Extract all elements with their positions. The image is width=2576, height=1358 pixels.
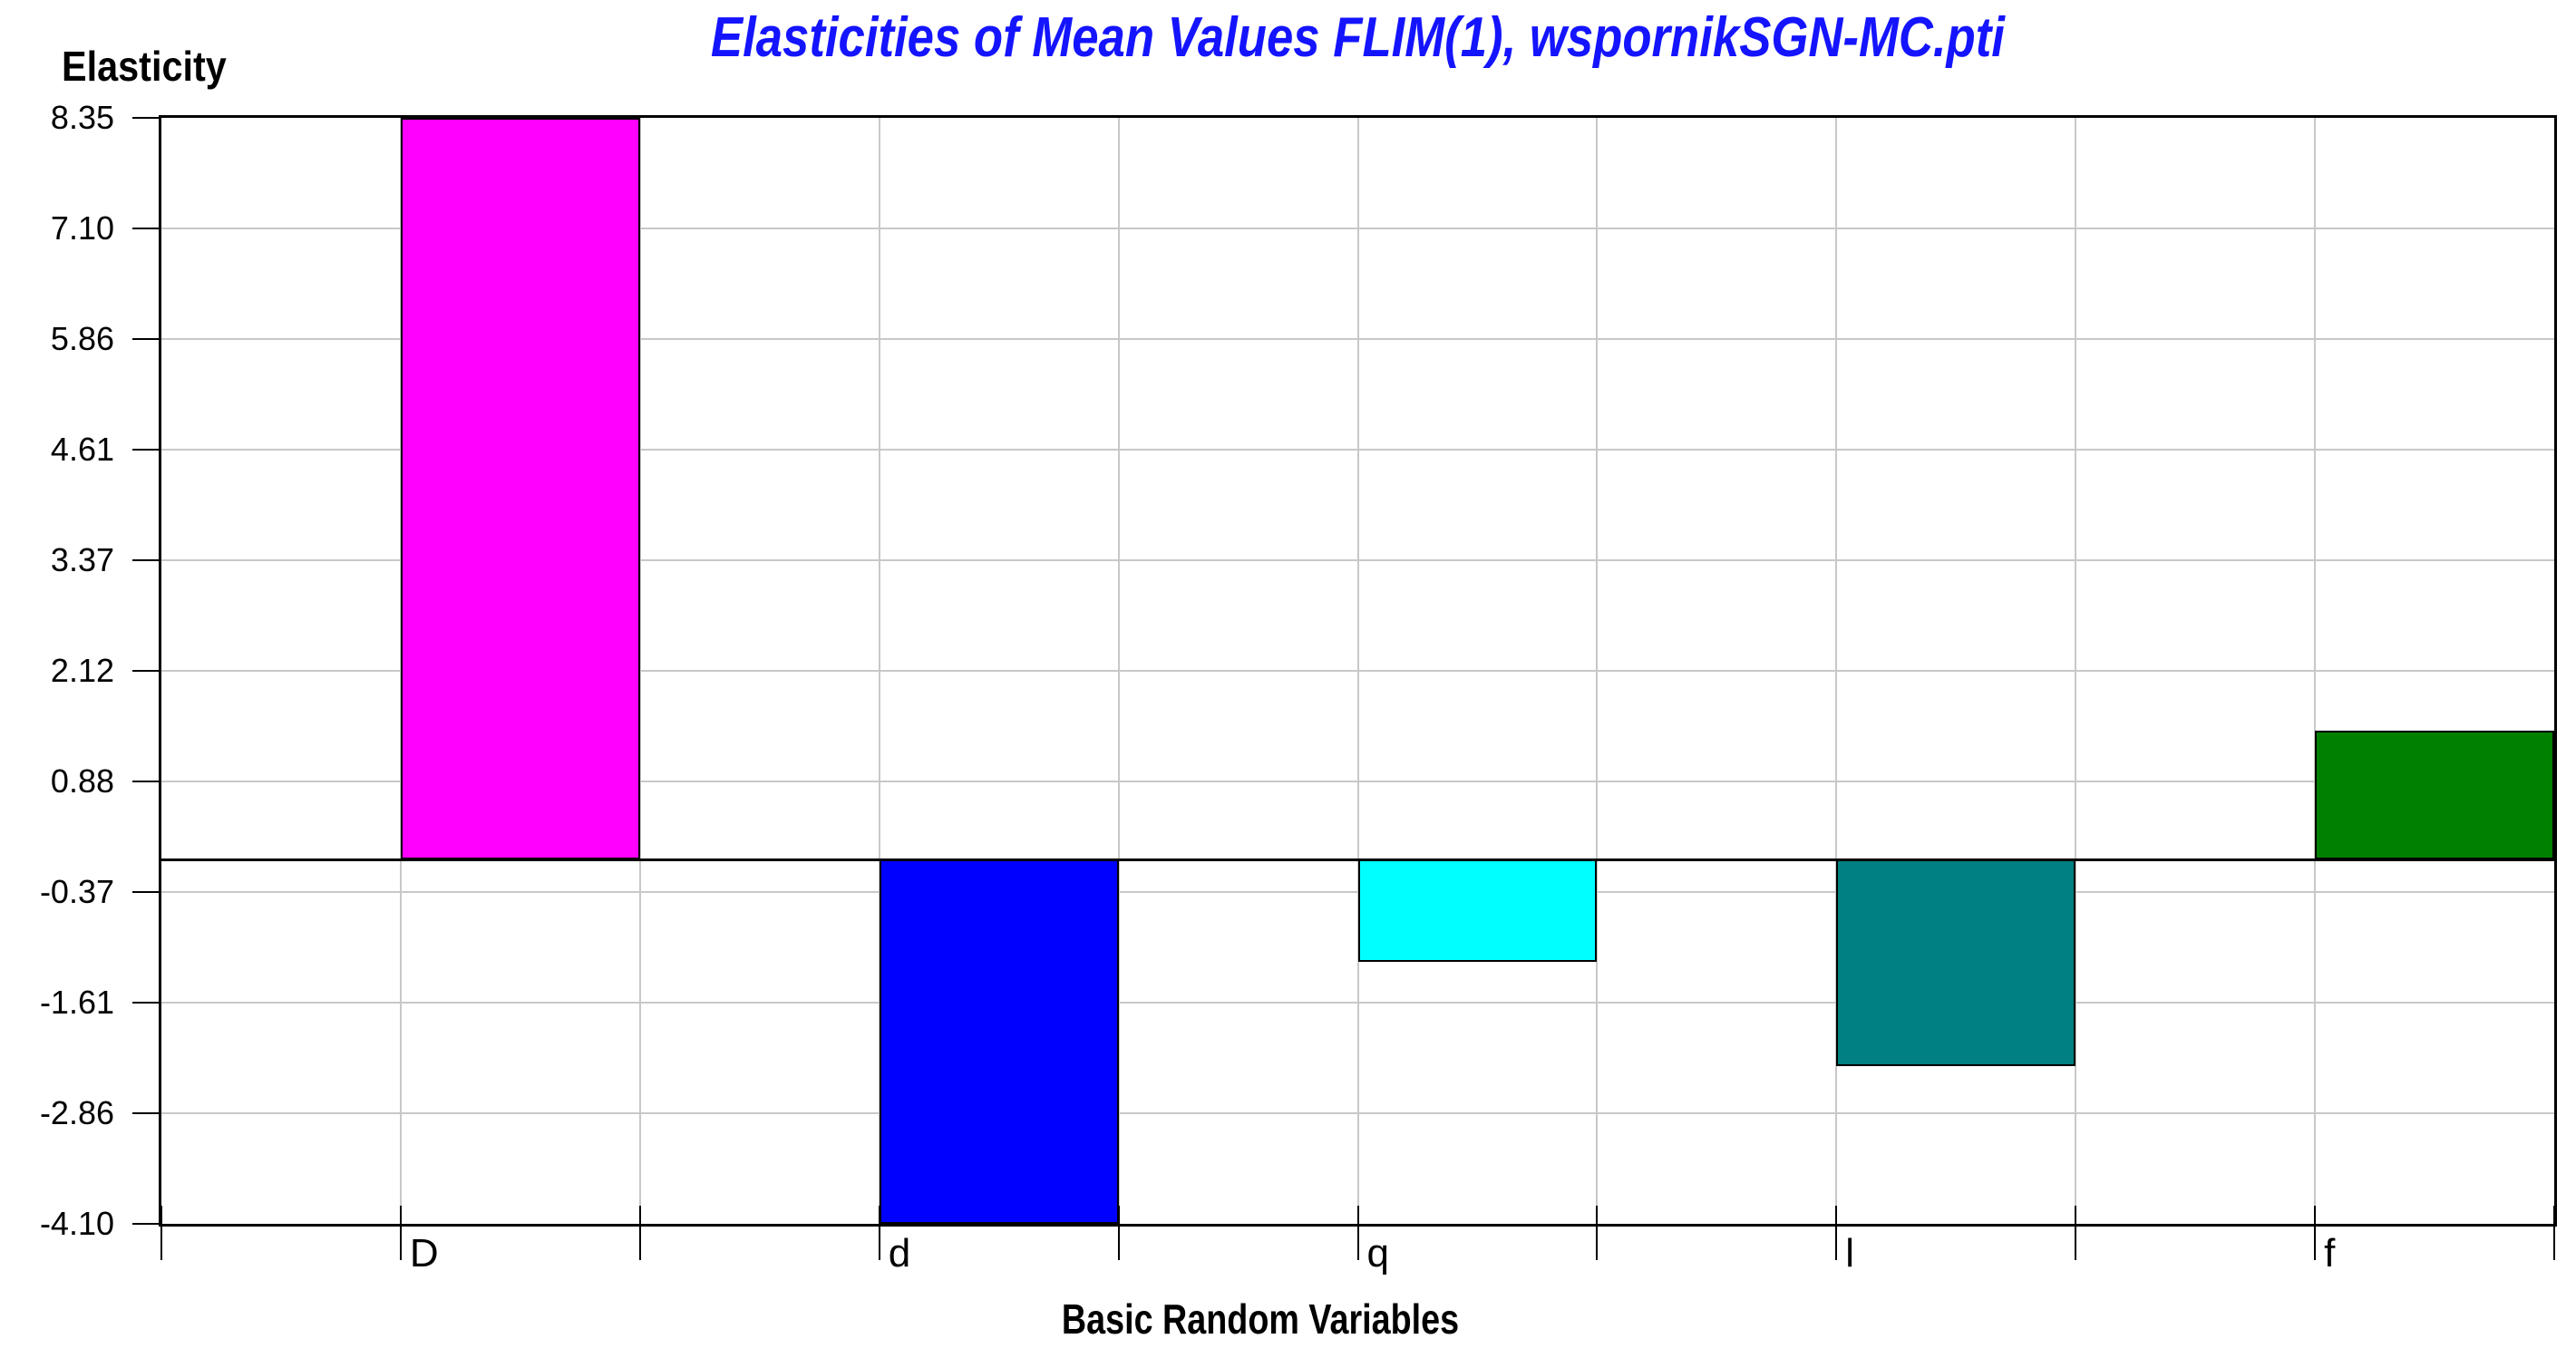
y-tick-label: 7.10 <box>50 209 114 247</box>
plot-area <box>161 118 2554 1224</box>
bar-l <box>1836 859 2076 1066</box>
x-category-label: f <box>2324 1231 2336 1276</box>
y-tick-label: -4.10 <box>39 1205 114 1242</box>
bar-D <box>400 118 640 860</box>
vertical-gridline <box>1835 118 1838 1224</box>
y-axis-tick <box>132 670 161 672</box>
y-tick-label: -0.37 <box>39 873 114 910</box>
vertical-gridline <box>2075 118 2077 1224</box>
x-axis-tick <box>2314 1206 2317 1260</box>
x-category-label: D <box>409 1231 439 1276</box>
vertical-gridline <box>638 118 641 1224</box>
x-axis-tick <box>1117 1206 1120 1260</box>
y-tick-label: -2.86 <box>39 1094 114 1131</box>
bar-d <box>879 859 1119 1224</box>
y-axis-title: Elasticity <box>62 43 227 90</box>
x-category-label: q <box>1366 1231 1389 1276</box>
chart-title-text: Elasticities of Mean Values FLIM(1), wsp… <box>710 6 2006 69</box>
x-category-label: d <box>888 1231 911 1276</box>
x-axis-tick <box>878 1206 880 1260</box>
y-tick-label: 0.88 <box>50 762 114 800</box>
y-tick-label: 8.35 <box>50 99 114 136</box>
bar-f <box>2315 731 2554 860</box>
y-axis-tick <box>132 891 161 893</box>
y-axis-tick <box>132 1112 161 1114</box>
y-axis-tick <box>132 449 161 451</box>
y-axis-tick <box>132 559 161 561</box>
y-tick-label: 4.61 <box>50 431 114 468</box>
x-axis-tick <box>2553 1206 2555 1260</box>
y-tick-label: -1.61 <box>39 984 114 1021</box>
vertical-gridline <box>1356 118 1359 1224</box>
x-axis-tick <box>160 1206 162 1260</box>
x-axis-tick <box>638 1206 641 1260</box>
y-tick-label: 2.12 <box>50 652 114 689</box>
x-axis-tick <box>1596 1206 1599 1260</box>
y-tick-label: 5.86 <box>50 320 114 357</box>
x-axis-tick <box>399 1206 402 1260</box>
vertical-gridline <box>878 118 880 1224</box>
bar-q <box>1357 859 1598 962</box>
x-axis-tick <box>2075 1206 2077 1260</box>
y-axis-tick <box>132 117 161 119</box>
y-axis-tick <box>132 1223 161 1225</box>
vertical-gridline <box>2314 118 2317 1224</box>
x-axis-tick <box>1835 1206 1838 1260</box>
vertical-gridline <box>1117 118 1120 1224</box>
y-axis-tick <box>132 338 161 340</box>
y-tick-label: 3.37 <box>50 541 114 578</box>
vertical-gridline <box>1596 118 1599 1224</box>
chart-title: Elasticities of Mean Values FLIM(1), wsp… <box>161 5 2554 70</box>
x-axis-tick <box>1356 1206 1359 1260</box>
y-axis-tick <box>132 1002 161 1004</box>
y-axis-tick <box>132 781 161 782</box>
x-axis-title: Basic Random Variables <box>1061 1295 1460 1343</box>
y-axis-tick <box>132 228 161 229</box>
x-category-label: l <box>1845 1231 1855 1276</box>
